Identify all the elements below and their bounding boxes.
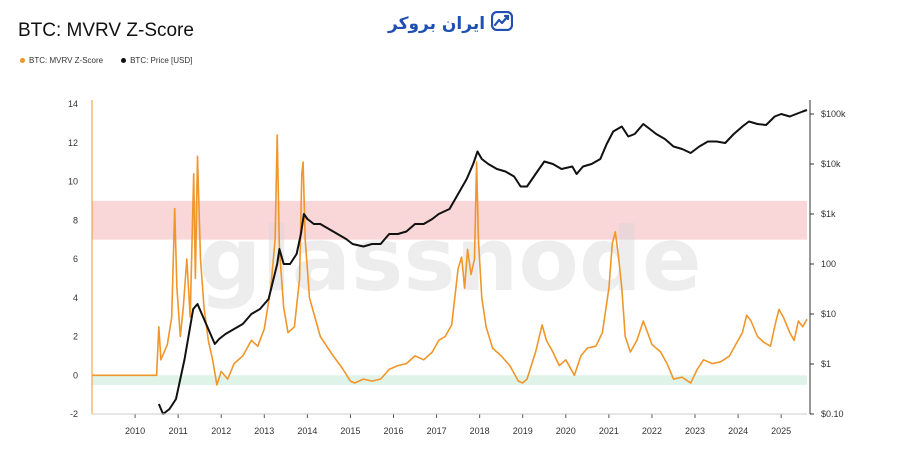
x-tick-label: 2014 bbox=[297, 426, 317, 436]
legend-label-price: BTC: Price [USD] bbox=[130, 56, 193, 65]
legend-dot-mvrv bbox=[20, 58, 25, 63]
x-tick-label: 2016 bbox=[383, 426, 403, 436]
y-left-tick-label: -2 bbox=[70, 409, 78, 419]
y-right-tick-label: $1 bbox=[821, 359, 831, 369]
x-tick-label: 2012 bbox=[211, 426, 231, 436]
legend-item-mvrv[interactable]: BTC: MVRV Z-Score bbox=[20, 56, 103, 65]
x-tick-label: 2010 bbox=[125, 426, 145, 436]
x-tick-label: 2021 bbox=[599, 426, 619, 436]
y-left-tick-label: 6 bbox=[73, 254, 78, 264]
brand-text: ایران بروکر bbox=[388, 13, 486, 34]
y-right-tick-label: $100k bbox=[821, 109, 846, 119]
x-tick-label: 2024 bbox=[728, 426, 748, 436]
brand-logo: ایران بروکر bbox=[388, 10, 514, 36]
y-right-tick-label: $10 bbox=[821, 309, 836, 319]
x-tick-label: 2019 bbox=[513, 426, 533, 436]
x-tick-label: 2020 bbox=[556, 426, 576, 436]
series-line-mvrv bbox=[92, 134, 808, 386]
series-line-price bbox=[157, 109, 808, 415]
y-left-tick-label: 2 bbox=[73, 332, 78, 342]
y-left-tick-label: 12 bbox=[68, 138, 78, 148]
y-left-tick-label: 10 bbox=[68, 177, 78, 187]
y-right-tick-label: 100 bbox=[821, 259, 836, 269]
y-left-tick-label: 14 bbox=[68, 99, 78, 109]
zone-undervalued bbox=[92, 375, 807, 385]
legend-label-mvrv: BTC: MVRV Z-Score bbox=[29, 56, 104, 65]
x-tick-label: 2018 bbox=[470, 426, 490, 436]
legend-item-price[interactable]: BTC: Price [USD] bbox=[121, 56, 192, 65]
chart-trend-icon bbox=[490, 10, 514, 36]
x-tick-label: 2011 bbox=[168, 426, 187, 436]
x-tick-label: 2015 bbox=[340, 426, 360, 436]
legend-dot-price bbox=[121, 58, 127, 63]
y-right-tick-label: $1k bbox=[821, 209, 836, 219]
y-left-tick-label: 4 bbox=[73, 293, 78, 303]
y-right-tick-label: $0.10 bbox=[821, 409, 844, 419]
x-tick-label: 2023 bbox=[685, 426, 705, 436]
x-tick-label: 2022 bbox=[642, 426, 662, 436]
x-tick-label: 2013 bbox=[254, 426, 274, 436]
y-right-tick-label: $10k bbox=[821, 159, 841, 169]
page-title: BTC: MVRV Z-Score bbox=[18, 20, 194, 41]
chart-legend: BTC: MVRV Z-Score BTC: Price [USD] bbox=[20, 56, 192, 65]
y-left-tick-label: 8 bbox=[73, 215, 78, 225]
y-left-tick-label: 0 bbox=[73, 370, 78, 380]
x-tick-label: 2017 bbox=[427, 426, 447, 436]
x-tick-label: 2025 bbox=[771, 426, 791, 436]
